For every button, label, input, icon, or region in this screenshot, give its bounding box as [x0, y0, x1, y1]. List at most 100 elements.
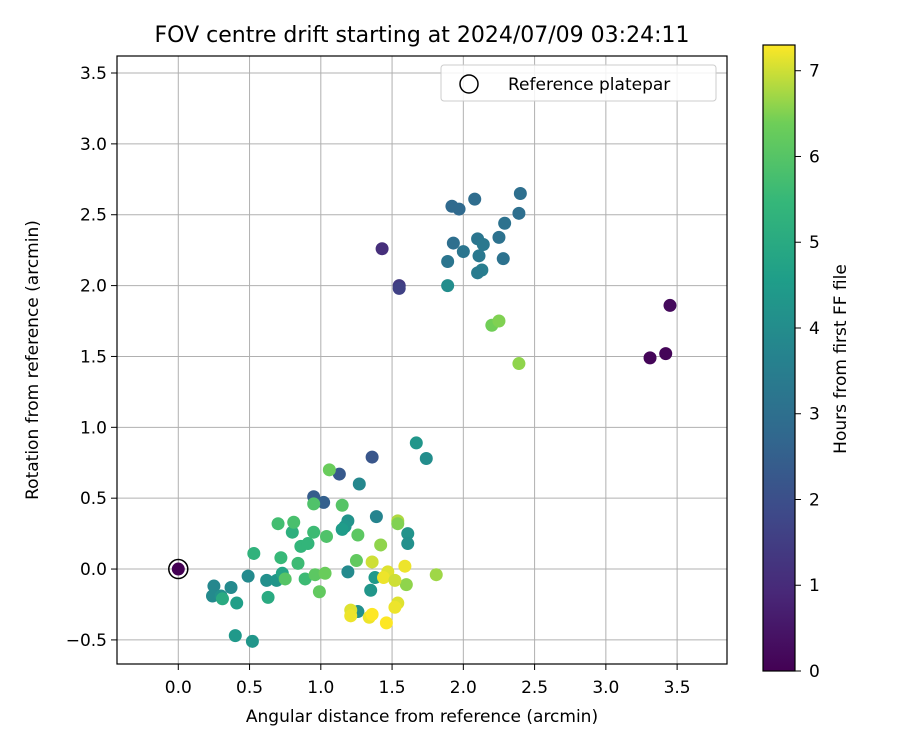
y-tick-label: −0.5: [66, 631, 107, 651]
data-point: [228, 629, 242, 643]
x-tick-label: 2.0: [450, 678, 477, 698]
colorbar-tick-label: 6: [809, 147, 820, 167]
data-point: [365, 555, 379, 569]
data-point: [318, 566, 332, 580]
data-point: [274, 551, 288, 565]
data-point: [317, 495, 331, 509]
data-point: [287, 515, 301, 529]
data-point: [215, 592, 229, 606]
y-tick-label: 0.5: [80, 489, 107, 509]
data-point: [308, 568, 322, 582]
colorbar-gradient: [762, 44, 796, 672]
data-point: [247, 546, 261, 560]
data-point: [401, 527, 415, 541]
y-tick-label: 1.5: [80, 347, 107, 367]
x-tick-label: 3.5: [664, 678, 691, 698]
y-tick-label: 0.0: [80, 560, 107, 580]
data-point: [512, 206, 526, 220]
data-point: [409, 436, 423, 450]
data-point: [388, 600, 402, 614]
plot-frame: [116, 55, 728, 665]
data-point: [663, 298, 677, 312]
data-point: [379, 616, 393, 630]
data-point: [643, 351, 657, 365]
data-point: [429, 568, 443, 582]
data-point: [492, 230, 506, 244]
colorbar-tick-label: 1: [809, 576, 820, 596]
data-point: [365, 607, 379, 621]
data-point: [401, 537, 415, 551]
data-point: [364, 583, 378, 597]
colorbar-ticks: 0 1 2 3 4 5 6 7: [795, 62, 820, 682]
data-point: [441, 279, 455, 293]
data-point: [392, 281, 406, 295]
reference-point: [171, 562, 185, 576]
data-point: [335, 498, 349, 512]
data-point: [285, 525, 299, 539]
data-point: [456, 245, 470, 259]
data-point: [207, 579, 221, 593]
data-point: [471, 266, 485, 280]
y-tick-label: 3.5: [80, 64, 107, 84]
x-tick-label: 0.0: [165, 678, 192, 698]
y-tick-label: 2.0: [80, 277, 107, 297]
data-point: [230, 596, 244, 610]
data-point: [377, 571, 391, 585]
data-point: [369, 510, 383, 524]
data-point: [245, 634, 259, 648]
data-point: [419, 451, 433, 465]
data-point: [301, 537, 315, 551]
data-point: [320, 529, 334, 543]
data-points: [168, 186, 677, 648]
data-point: [278, 572, 292, 586]
data-point: [241, 569, 255, 583]
x-axis-label: Angular distance from reference (arcmin): [246, 707, 598, 727]
data-point: [260, 573, 274, 587]
data-point: [332, 467, 346, 481]
data-point: [496, 252, 510, 266]
colorbar-tick-label: 7: [809, 62, 820, 82]
colorbar-tick-label: 5: [809, 233, 820, 253]
data-point: [341, 565, 355, 579]
y-tick-label: 1.0: [80, 418, 107, 438]
data-point: [391, 517, 405, 531]
x-tick-label: 1.5: [379, 678, 406, 698]
data-point: [224, 580, 238, 594]
data-point: [349, 554, 363, 568]
data-point: [512, 357, 526, 371]
data-point: [468, 192, 482, 206]
data-point: [446, 236, 460, 250]
data-point: [365, 450, 379, 464]
data-point: [498, 216, 512, 230]
data-point: [388, 573, 402, 587]
x-tick-label: 2.5: [521, 678, 548, 698]
y-tick-label: 2.5: [80, 206, 107, 226]
legend: Reference platepar: [440, 64, 717, 102]
colorbar-tick-label: 2: [809, 490, 820, 510]
grid-lines: [117, 56, 727, 664]
data-point: [291, 556, 305, 570]
x-tick-label: 0.5: [236, 678, 263, 698]
data-point: [307, 497, 321, 511]
data-point: [312, 585, 326, 599]
data-point: [513, 186, 527, 200]
colorbar: 0 1 2 3 4 5 6 7 Hours from first FF file: [762, 44, 851, 682]
data-point: [298, 572, 312, 586]
data-point: [307, 525, 321, 539]
data-point: [352, 477, 366, 491]
colorbar-tick-label: 4: [809, 319, 820, 339]
chart-title: FOV centre drift starting at 2024/07/09 …: [155, 23, 690, 48]
colorbar-label: Hours from first FF file: [831, 264, 851, 454]
data-point: [399, 578, 413, 592]
data-point: [441, 255, 455, 269]
data-point: [322, 463, 336, 477]
data-point: [472, 249, 486, 263]
data-point: [452, 202, 466, 216]
x-axis-ticks: 0.0 0.5 1.0 1.5 2.0 2.5 3.0 3.5: [165, 664, 691, 698]
data-point: [492, 314, 506, 328]
colorbar-tick-label: 3: [809, 405, 820, 425]
reference-marker: [168, 558, 189, 580]
legend-label: Reference platepar: [508, 75, 670, 95]
data-point: [335, 522, 349, 536]
